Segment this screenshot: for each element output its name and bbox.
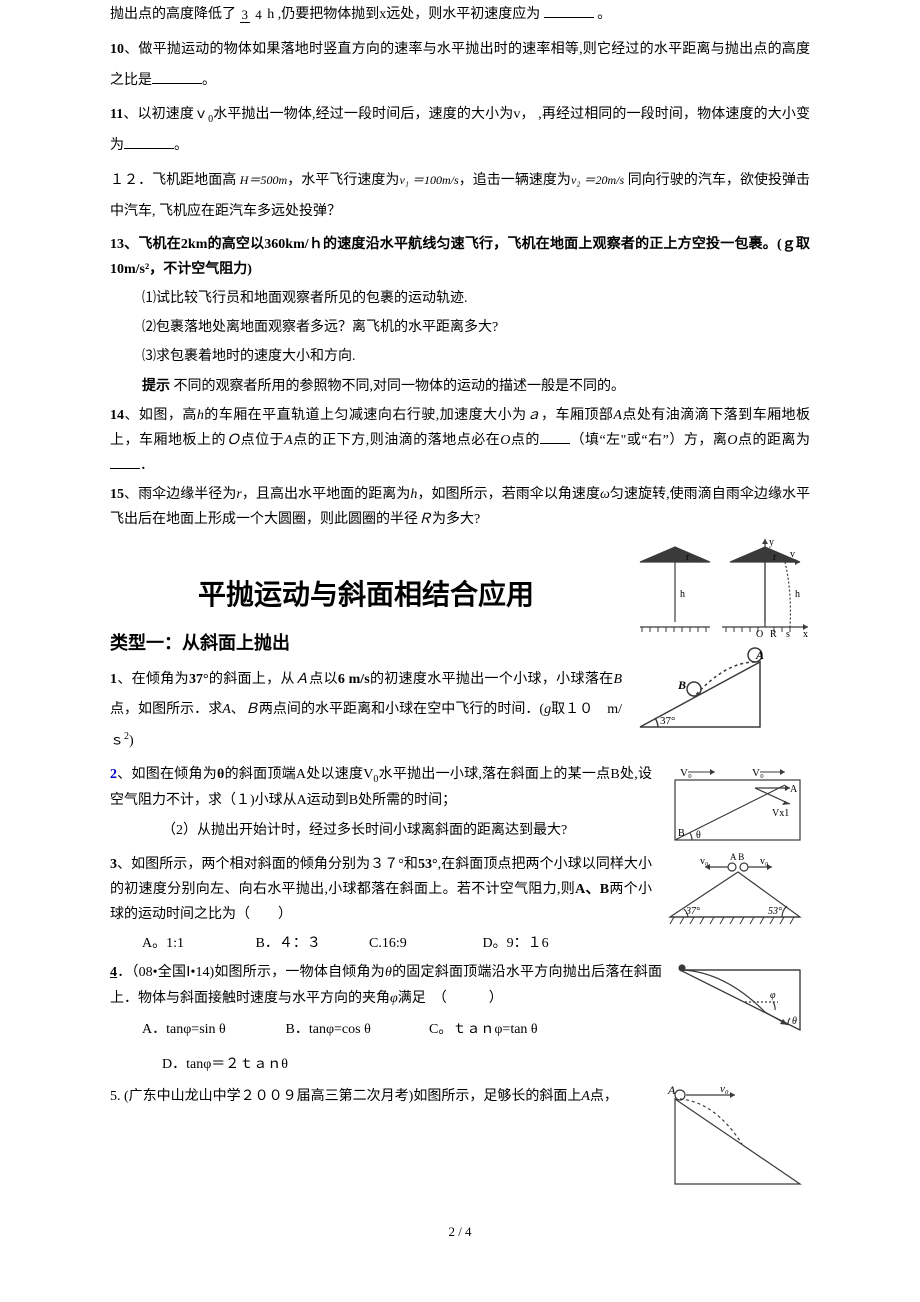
q9-pre: 抛出点的高度降低了: [110, 7, 236, 22]
q5-figure: A v₀: [660, 1084, 810, 1194]
section-row: 平抛运动与斜面相结合应用 类型一：从斜面上抛出 1、在倾角为37°的斜面上，从Ａ…: [110, 537, 810, 762]
svg-text:A: A: [790, 784, 798, 795]
svg-text:Vx1: Vx1: [772, 808, 789, 819]
phi-figure: φ θ: [670, 960, 810, 1040]
slope-q2-row: 2、如图在倾角为θ的斜面顶端A处以速度V0水平抛出一小球,落在斜面上的某一点B处…: [110, 762, 810, 852]
type1-label: 类型一：从斜面上抛出: [110, 629, 622, 655]
q15-para: 15、雨伞边缘半径为r，且高出水平地面的距离为h，如图所示，若雨伞以角速度ω匀速…: [110, 482, 810, 532]
svg-text:θ: θ: [792, 1016, 797, 1027]
svg-text:y: y: [769, 537, 774, 548]
svg-text:s: s: [786, 629, 790, 640]
svg-text:v₀: v₀: [700, 856, 709, 867]
q12-para: １２．飞机距地面高 H＝500m，水平飞行速度为v₁ ＝100m/s，追击一辆速…: [110, 166, 810, 228]
svg-text:A B: A B: [730, 852, 744, 862]
q9-post2: 。: [597, 7, 611, 22]
box-figure: V₀ V₀ A Vx1 B θ: [660, 762, 810, 852]
slope-q2-l2: （2）从抛出开始计时，经过多长时间小球离斜面的距离达到最大?: [110, 818, 652, 843]
svg-text:v₀: v₀: [720, 1084, 729, 1095]
svg-text:R: R: [770, 629, 777, 640]
q13-hint: 提示 不同的观察者所用的参照物不同,对同一物体的运动的描述一般是不同的。: [110, 374, 810, 399]
double-incline-figure: v₀ v₀ A B 37° 53°: [660, 852, 810, 932]
slope-q3-opts: A。1:1 B．４：３ C.16:9 D。9：１6: [110, 931, 652, 956]
svg-text:B: B: [677, 678, 686, 692]
svg-text:x: x: [803, 629, 808, 640]
q14-para: 14、如图，高h的车厢在平直轨道上匀减速向右行驶,加速度大小为ａ，车厢顶部A点处…: [110, 403, 810, 479]
svg-text:53°: 53°: [768, 906, 782, 917]
svg-text:v: v: [790, 549, 795, 560]
slope-q4-opts1: A．tanφ=sin θ B．tanφ=cos θ C。ｔａｎφ=tan θ: [110, 1015, 662, 1046]
q9-frac: 3 4: [240, 8, 264, 21]
q9-post1: h ,仍要把物体抛到x远处，则水平初速度应为: [267, 7, 540, 22]
slope-q5: 5. (广东中山龙山中学２００９届高三第二次月考)如图所示，足够长的斜面上A点，: [110, 1084, 652, 1109]
svg-text:h: h: [795, 589, 800, 600]
slope-q2: 2、如图在倾角为θ的斜面顶端A处以速度V0水平抛出一小球,落在斜面上的某一点B处…: [110, 762, 652, 814]
umbrella-figure: r h r v h y x R s O: [630, 537, 810, 647]
svg-text:37°: 37°: [660, 715, 675, 727]
slope-q4: 4．（08•全国Ⅰ•14)如图所示，一物体自倾角为θ的固定斜面顶端沿水平方向抛出…: [110, 960, 662, 1010]
slope-q3-row: 3、如图所示，两个相对斜面的倾角分别为３７°和53°,在斜面顶点把两个小球以同样…: [110, 852, 810, 961]
svg-text:B: B: [678, 828, 685, 839]
svg-text:h: h: [680, 589, 685, 600]
slope-q1: 1、在倾角为37°的斜面上，从Ａ点以6 m/s的初速度水平抛出一个小球，小球落在…: [110, 665, 622, 758]
q9-para: 抛出点的高度降低了 3 4 h ,仍要把物体抛到x远处，则水平初速度应为 。: [110, 0, 810, 31]
q11-para: 11、以初速度ｖ0水平抛出一物体,经过一段时间后，速度的大小为v， ,再经过相同…: [110, 100, 810, 162]
slope-q5-row: 5. (广东中山龙山中学２００９届高三第二次月考)如图所示，足够长的斜面上A点，…: [110, 1084, 810, 1194]
svg-text:A: A: [667, 1084, 676, 1097]
svg-text:V₀: V₀: [752, 767, 764, 779]
page-footer: 2 / 4: [110, 1224, 810, 1240]
slope-q4-row: 4．（08•全国Ⅰ•14)如图所示，一物体自倾角为θ的固定斜面顶端沿水平方向抛出…: [110, 960, 810, 1084]
q9-blank: [544, 17, 594, 18]
slope-q4-opts2: D．tanφ＝２ｔａｎθ: [110, 1050, 662, 1081]
slope-q3: 3、如图所示，两个相对斜面的倾角分别为３７°和53°,在斜面顶点把两个小球以同样…: [110, 852, 652, 928]
q10-blank: [152, 83, 202, 84]
section-title: 平抛运动与斜面相结合应用: [110, 573, 622, 613]
q10-para: 10、做平抛运动的物体如果落地时竖直方向的速率与水平抛出时的速率相等,则它经过的…: [110, 35, 810, 97]
q13-para: 13、飞机在2km的高空以360km/ｈ的速度沿水平航线匀速飞行，飞机在地面上观…: [110, 232, 810, 282]
svg-text:V₀: V₀: [680, 767, 692, 779]
q13-l2: ⑵包裹落地处离地面观察者多远？离飞机的水平距离多大?: [110, 315, 810, 340]
q13-l3: ⑶求包裹着地时的速度大小和方向.: [110, 344, 810, 369]
svg-text:O: O: [756, 629, 763, 640]
svg-text:φ: φ: [770, 990, 776, 1001]
svg-text:A: A: [755, 648, 764, 662]
q13-l1: ⑴试比较飞行员和地面观察者所见的包裹的运动轨迹.: [110, 286, 810, 311]
incline37-figure: A B 37°: [630, 647, 770, 737]
svg-text:θ: θ: [696, 830, 701, 841]
svg-text:37°: 37°: [685, 906, 700, 917]
q11-blank: [124, 148, 174, 149]
svg-text:v₀: v₀: [760, 856, 769, 867]
